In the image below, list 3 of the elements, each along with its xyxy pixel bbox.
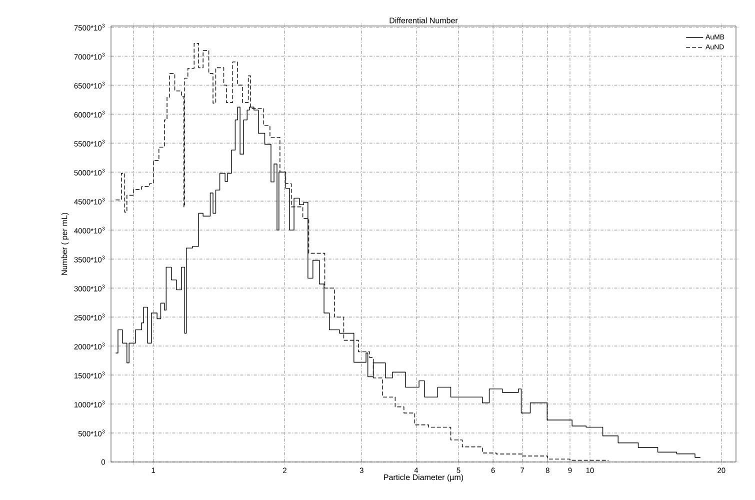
x-axis-title: Particle Diameter (µm)	[384, 474, 464, 482]
y-axis-title: Number ( per mL)	[61, 212, 69, 275]
chart-title: Differential Number	[390, 17, 458, 24]
